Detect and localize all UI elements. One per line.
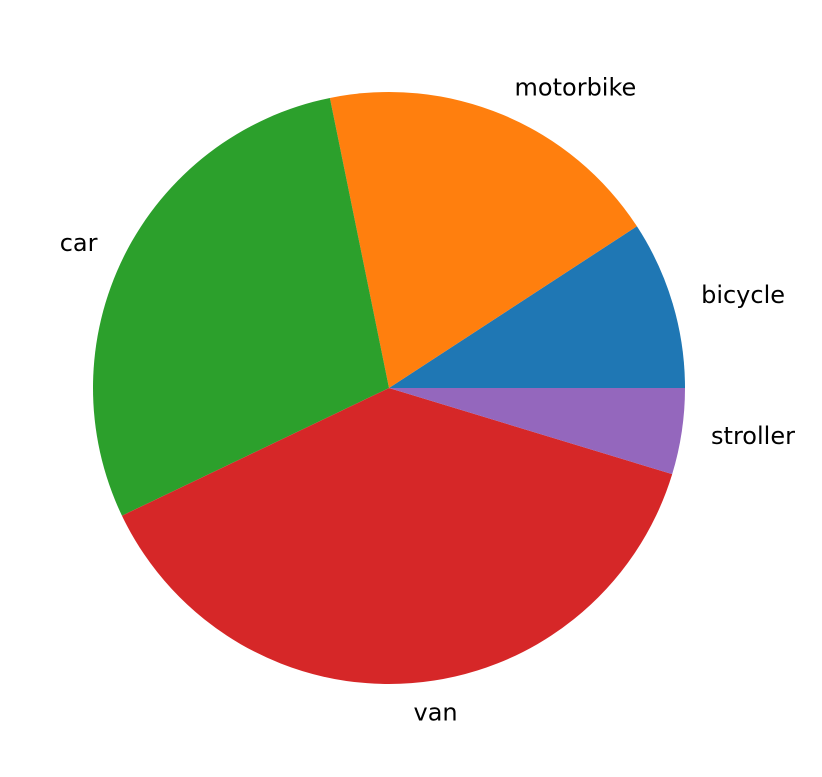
pie-slice-stroller <box>389 388 685 475</box>
pie-slices <box>93 91 685 685</box>
pie-label-car: car <box>60 229 98 257</box>
pie-label-van: van <box>414 699 458 727</box>
pie-slice-motorbike <box>329 91 637 388</box>
pie-slice-car <box>93 97 390 516</box>
pie-slice-bicycle <box>389 226 685 388</box>
pie-label-bicycle: bicycle <box>701 281 785 309</box>
pie-labels: bicycle motorbike car van stroller <box>60 74 795 727</box>
pie-label-stroller: stroller <box>711 422 795 450</box>
pie-slice-van <box>121 388 673 685</box>
pie-label-motorbike: motorbike <box>515 74 637 102</box>
